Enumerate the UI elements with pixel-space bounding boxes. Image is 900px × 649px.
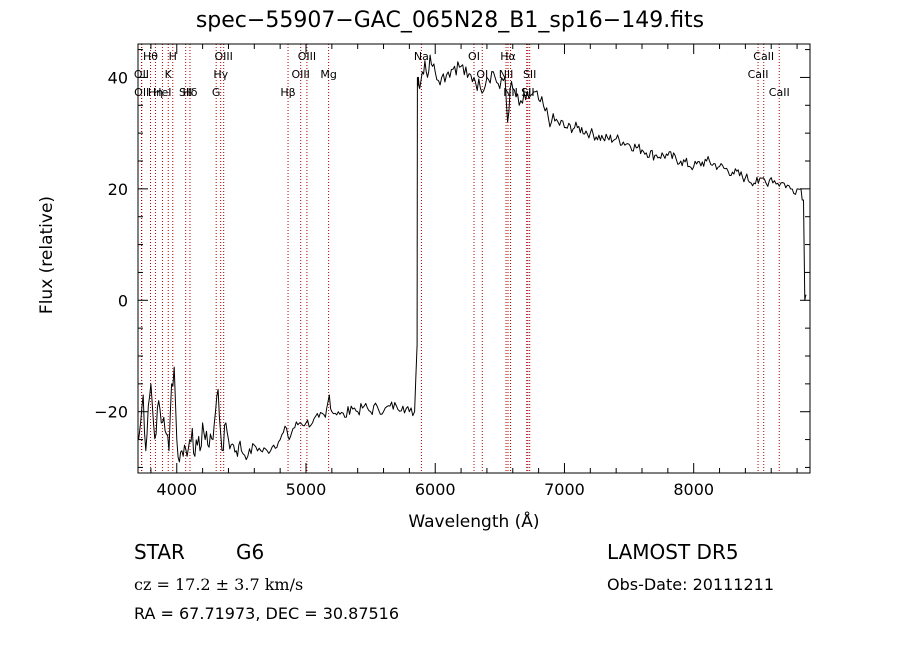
line-label: NII (499, 68, 514, 81)
line-label: OIII (214, 50, 232, 63)
observation-date: Obs-Date: 20111211 (607, 575, 775, 594)
line-label: K (165, 68, 173, 81)
chart-title: spec−55907−GAC_065N28_B1_sp16−149.fits (195, 8, 705, 33)
line-label: OI (468, 50, 480, 63)
x-tick-label: 6000 (415, 480, 456, 499)
x-tick-label: 8000 (673, 480, 714, 499)
x-axis-label: Wavelength (Å) (408, 512, 540, 532)
plot-frame (137, 43, 811, 474)
line-label: Hα (500, 50, 516, 63)
line-label-group: HθOIIOIIHηKHeIHHδSIIOIIIHγGOIIIOIIIHβMgN… (134, 50, 790, 99)
x-tick-label: 5000 (286, 480, 327, 499)
ra-dec-coordinates: RA = 67.71973, DEC = 30.87516 (134, 604, 400, 623)
line-label: CaII (753, 50, 774, 63)
line-marker-group (140, 44, 780, 473)
line-label: SII (523, 68, 536, 81)
line-label: OIII (292, 68, 310, 81)
y-axis-label: Flux (relative) (37, 195, 57, 315)
axis-ticks: 4000 5000 6000 7000 8000 −20 0 20 40 (94, 44, 810, 499)
x-tick-label: 7000 (544, 480, 585, 499)
y-tick-label: −20 (94, 403, 128, 422)
spectrum-line (138, 54, 807, 463)
line-label: OIII (298, 50, 316, 63)
y-tick-label: 0 (118, 291, 128, 310)
line-label: SII (179, 86, 192, 99)
line-label: Hδ (182, 86, 197, 99)
line-label: G (212, 86, 221, 99)
line-label: Mg (320, 68, 336, 81)
line-label: OII (134, 68, 149, 81)
y-tick-label: 40 (108, 68, 128, 87)
line-label: Hβ (280, 86, 295, 99)
y-tick-label: 20 (108, 180, 128, 199)
line-label: CaII (748, 68, 769, 81)
object-subclass: G6 (236, 540, 265, 564)
line-label: Hθ (143, 50, 158, 63)
line-label: Hη (148, 86, 163, 99)
line-label: Na (414, 50, 429, 63)
line-label: Hγ (213, 68, 228, 81)
line-label: HeI (153, 86, 171, 99)
line-label: OI (476, 68, 488, 81)
line-label: CaII (769, 86, 790, 99)
x-tick-label: 4000 (156, 480, 197, 499)
survey-name: LAMOST DR5 (607, 540, 739, 564)
line-label: H (169, 50, 177, 63)
object-class: STAR (134, 540, 185, 564)
redshift-velocity: cz = 17.2 ± 3.7 km/s (134, 575, 304, 594)
